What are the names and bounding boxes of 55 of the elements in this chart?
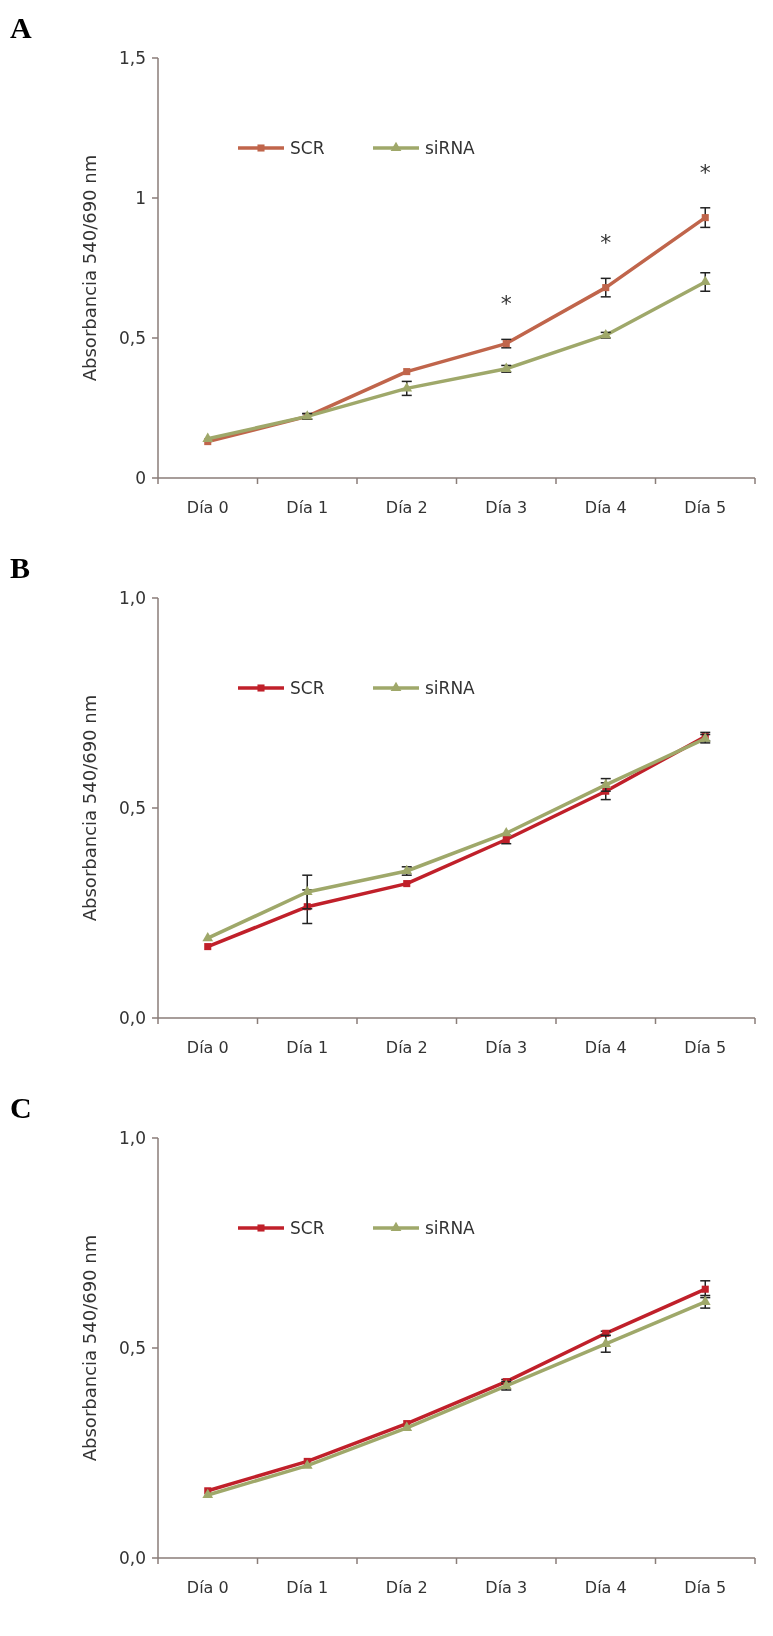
annotation: *: [699, 159, 711, 185]
legend-label: SCR: [290, 677, 325, 698]
point: [202, 1488, 214, 1499]
x-tick-label: Día 2: [385, 498, 428, 517]
legend-label: siRNA: [425, 137, 476, 158]
x-tick-label: Día 0: [186, 1038, 229, 1057]
point: [202, 932, 214, 942]
x-tick-label: Día 0: [186, 498, 229, 517]
y-axis-title: Absorbancia 540/690 nm: [79, 1234, 100, 1462]
y-tick-label: 0,5: [118, 1337, 146, 1358]
x-tick-label: Día 5: [684, 498, 727, 517]
x-tick-label: Día 5: [684, 1578, 727, 1597]
chart-title: B: [10, 551, 31, 584]
x-tick-label: Día 1: [286, 498, 329, 517]
legend-label: SCR: [290, 1217, 325, 1238]
x-tick-label: Día 0: [186, 1578, 229, 1597]
legend-label: SCR: [290, 137, 325, 158]
x-tick-label: Día 1: [286, 1578, 329, 1597]
point: [204, 943, 212, 951]
point: [301, 1459, 313, 1469]
y-axis-title: Absorbancia 540/690 nm: [79, 154, 100, 382]
x-tick-label: Día 4: [584, 1038, 627, 1057]
x-tick-label: Día 4: [584, 1578, 627, 1597]
y-axis-title: Absorbancia 540/690 nm: [79, 694, 100, 922]
annotation: *: [600, 230, 612, 256]
x-tick-label: Día 3: [485, 1578, 528, 1597]
point: [403, 368, 411, 376]
x-tick-label: Día 2: [385, 1038, 428, 1057]
x-tick-label: Día 1: [286, 1038, 329, 1057]
point: [701, 1285, 709, 1293]
point: [202, 432, 214, 442]
y-tick-label: 0: [135, 467, 146, 488]
point: [401, 382, 413, 392]
x-tick-label: Día 3: [485, 1038, 528, 1057]
x-tick-label: Día 5: [684, 1038, 727, 1057]
point: [602, 284, 610, 292]
legend-label: siRNA: [425, 1217, 476, 1238]
point: [403, 880, 411, 888]
chart-title: C: [10, 1091, 32, 1124]
y-tick-label: 1,0: [118, 587, 146, 608]
y-tick-label: 0,5: [118, 327, 146, 348]
legend-label: siRNA: [425, 677, 476, 698]
y-tick-label: 0,0: [118, 1547, 146, 1568]
y-tick-label: 1,0: [118, 1127, 146, 1148]
chart-title: A: [10, 11, 32, 44]
x-tick-label: Día 2: [385, 1578, 428, 1597]
point: [701, 214, 709, 222]
y-tick-label: 0,5: [118, 797, 146, 818]
y-tick-label: 1,5: [118, 47, 146, 68]
x-tick-label: Día 4: [584, 498, 627, 517]
y-tick-label: 1: [135, 187, 146, 208]
point: [500, 827, 512, 837]
annotation: *: [500, 291, 512, 317]
x-tick-label: Día 3: [485, 498, 528, 517]
y-tick-label: 0,0: [118, 1007, 146, 1028]
